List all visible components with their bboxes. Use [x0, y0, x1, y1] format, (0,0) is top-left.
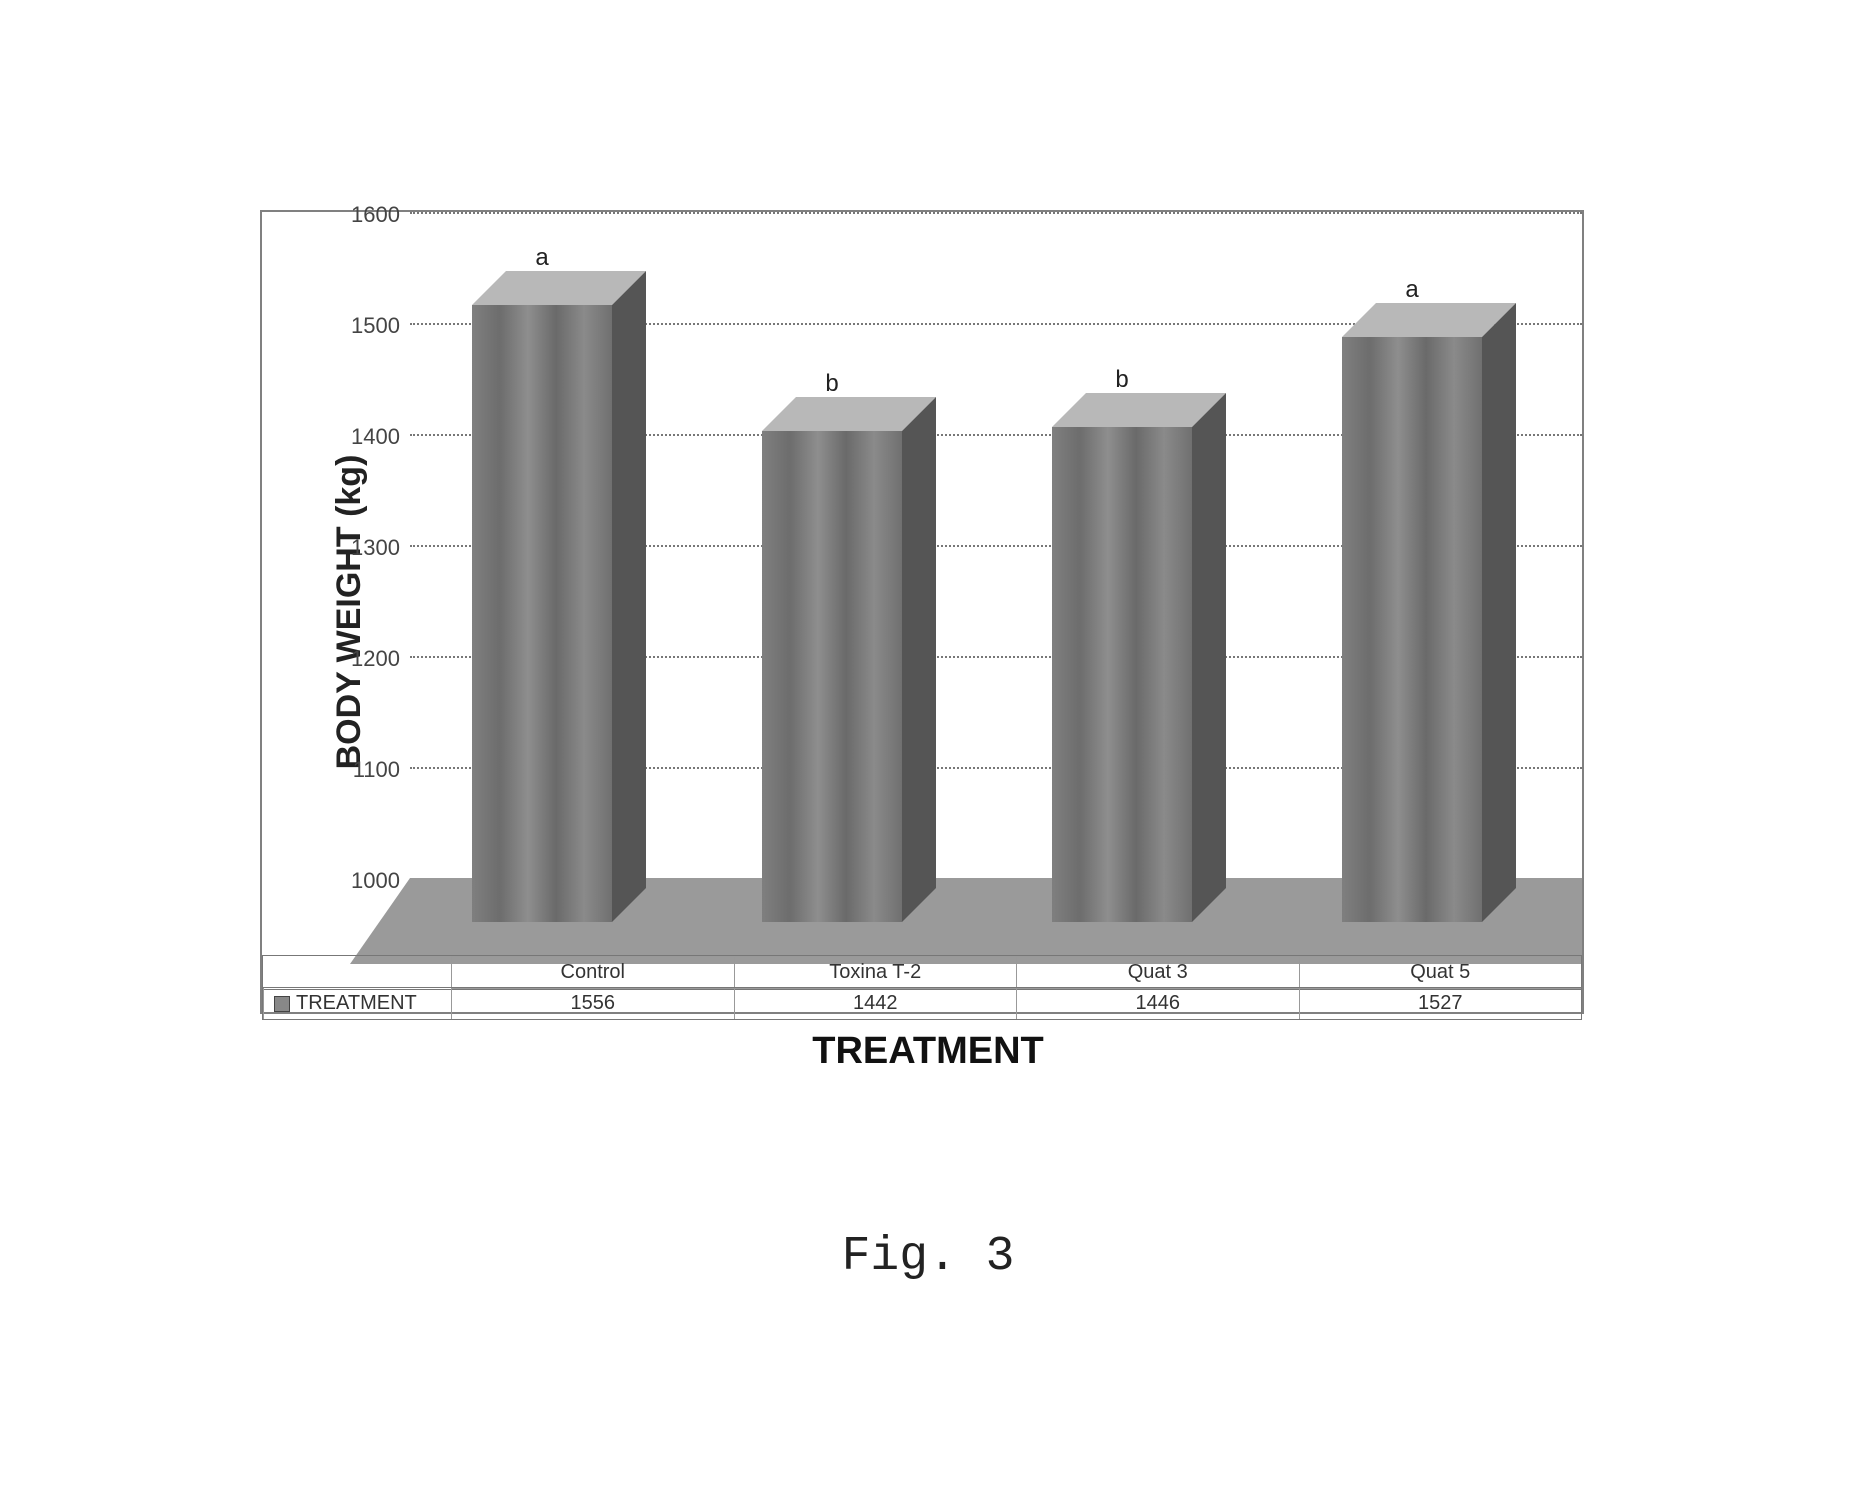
chart-area: BODY WEIGHT (kg) 1000 1100 1200 1300 140… — [260, 210, 1584, 1014]
category-label: Quat 5 — [1299, 956, 1582, 989]
legend-swatch-icon — [274, 996, 290, 1012]
table-corner — [263, 956, 451, 989]
bar-side — [1192, 393, 1226, 922]
ytick-1100: 1100 — [272, 757, 400, 783]
category-label: Toxina T-2 — [734, 956, 1017, 989]
bar-side — [1482, 303, 1516, 922]
bar-face — [1342, 337, 1482, 922]
bar-sig-label: a — [442, 244, 642, 272]
value-cell: 1446 — [1016, 988, 1299, 1019]
ytick-1600: 1600 — [272, 202, 400, 228]
bar-face — [1052, 427, 1192, 922]
value-row: TREATMENT 1556 1442 1446 1527 — [262, 987, 1582, 1020]
category-label: Quat 3 — [1016, 956, 1299, 989]
figure-caption: Fig. 3 — [0, 1230, 1856, 1284]
x-axis-title: TREATMENT — [0, 1030, 1856, 1073]
bar-face — [762, 431, 902, 922]
category-row: Control Toxina T-2 Quat 3 Quat 5 — [262, 955, 1582, 990]
y-axis-title: BODY WEIGHT (kg) — [330, 455, 369, 770]
bar-sig-label: a — [1312, 276, 1512, 304]
bar-sig-label: b — [732, 370, 932, 398]
gridline — [410, 212, 1582, 214]
bar-side — [902, 397, 936, 922]
ytick-1400: 1400 — [272, 424, 400, 450]
bar-face — [472, 305, 612, 922]
value-cell: 1527 — [1299, 988, 1582, 1019]
series-legend: TREATMENT — [263, 988, 451, 1019]
value-cell: 1442 — [734, 988, 1017, 1019]
ytick-1500: 1500 — [272, 313, 400, 339]
ytick-1300: 1300 — [272, 535, 400, 561]
series-label: TREATMENT — [296, 992, 417, 1015]
value-cell: 1556 — [451, 988, 734, 1019]
category-label: Control — [451, 956, 734, 989]
page: BODY WEIGHT (kg) 1000 1100 1200 1300 140… — [0, 0, 1856, 1509]
bar-sig-label: b — [1022, 366, 1222, 394]
ytick-1200: 1200 — [272, 646, 400, 672]
bar-side — [612, 271, 646, 922]
